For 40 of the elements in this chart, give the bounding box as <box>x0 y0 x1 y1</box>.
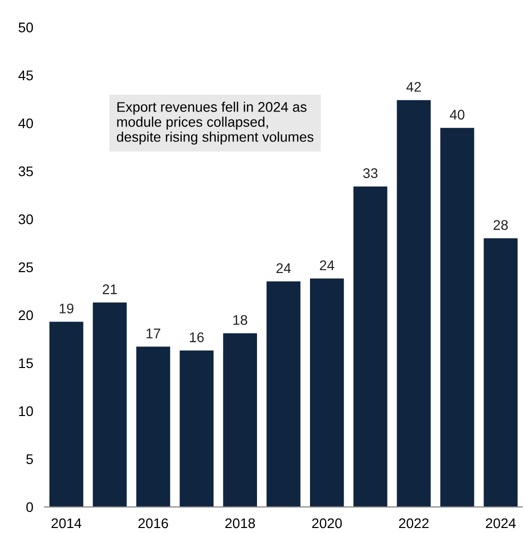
bar <box>266 281 300 507</box>
bar <box>353 186 388 507</box>
y-tick-label: 45 <box>18 70 33 80</box>
x-tick-label: 2014 <box>52 518 82 528</box>
data-label: 24 <box>320 260 334 270</box>
bar <box>136 346 170 507</box>
data-label: 40 <box>450 110 464 120</box>
y-tick-label: 5 <box>26 454 33 464</box>
annotation: Export revenues fell in 2024 as module prices collapsed, despite rising shipment volumes <box>116 102 314 145</box>
data-label: 28 <box>494 220 508 230</box>
x-tick-label: 2024 <box>486 518 516 528</box>
y-tick-label: 35 <box>18 166 33 176</box>
y-tick-label: 40 <box>18 118 33 128</box>
data-label: 21 <box>102 284 117 294</box>
y-tick-label: 20 <box>18 310 33 320</box>
data-label: 19 <box>60 304 74 314</box>
bar <box>180 350 214 507</box>
x-tick-label: 2016 <box>138 518 168 528</box>
y-tick-label: 25 <box>18 262 33 272</box>
bar <box>49 322 84 507</box>
data-label: 24 <box>276 263 291 273</box>
bar <box>92 302 127 507</box>
data-label: 17 <box>146 328 160 338</box>
bar <box>310 278 344 507</box>
y-tick-label: 10 <box>19 406 33 416</box>
y-tick-label: 15 <box>19 358 33 368</box>
x-tick-label: 2020 <box>312 518 342 528</box>
y-tick-label: 50 <box>18 22 33 32</box>
data-label: 18 <box>233 315 248 325</box>
bar <box>396 100 431 507</box>
data-label: 16 <box>190 332 204 342</box>
y-tick-label: 0 <box>26 502 33 512</box>
y-tick-label: 30 <box>18 214 33 224</box>
x-tick-label: 2018 <box>225 518 255 528</box>
bar <box>223 333 258 507</box>
data-label: 42 <box>406 82 421 92</box>
data-label: 33 <box>363 168 378 178</box>
bar <box>440 128 474 507</box>
bar <box>484 238 518 507</box>
x-tick-label: 2022 <box>399 518 429 528</box>
